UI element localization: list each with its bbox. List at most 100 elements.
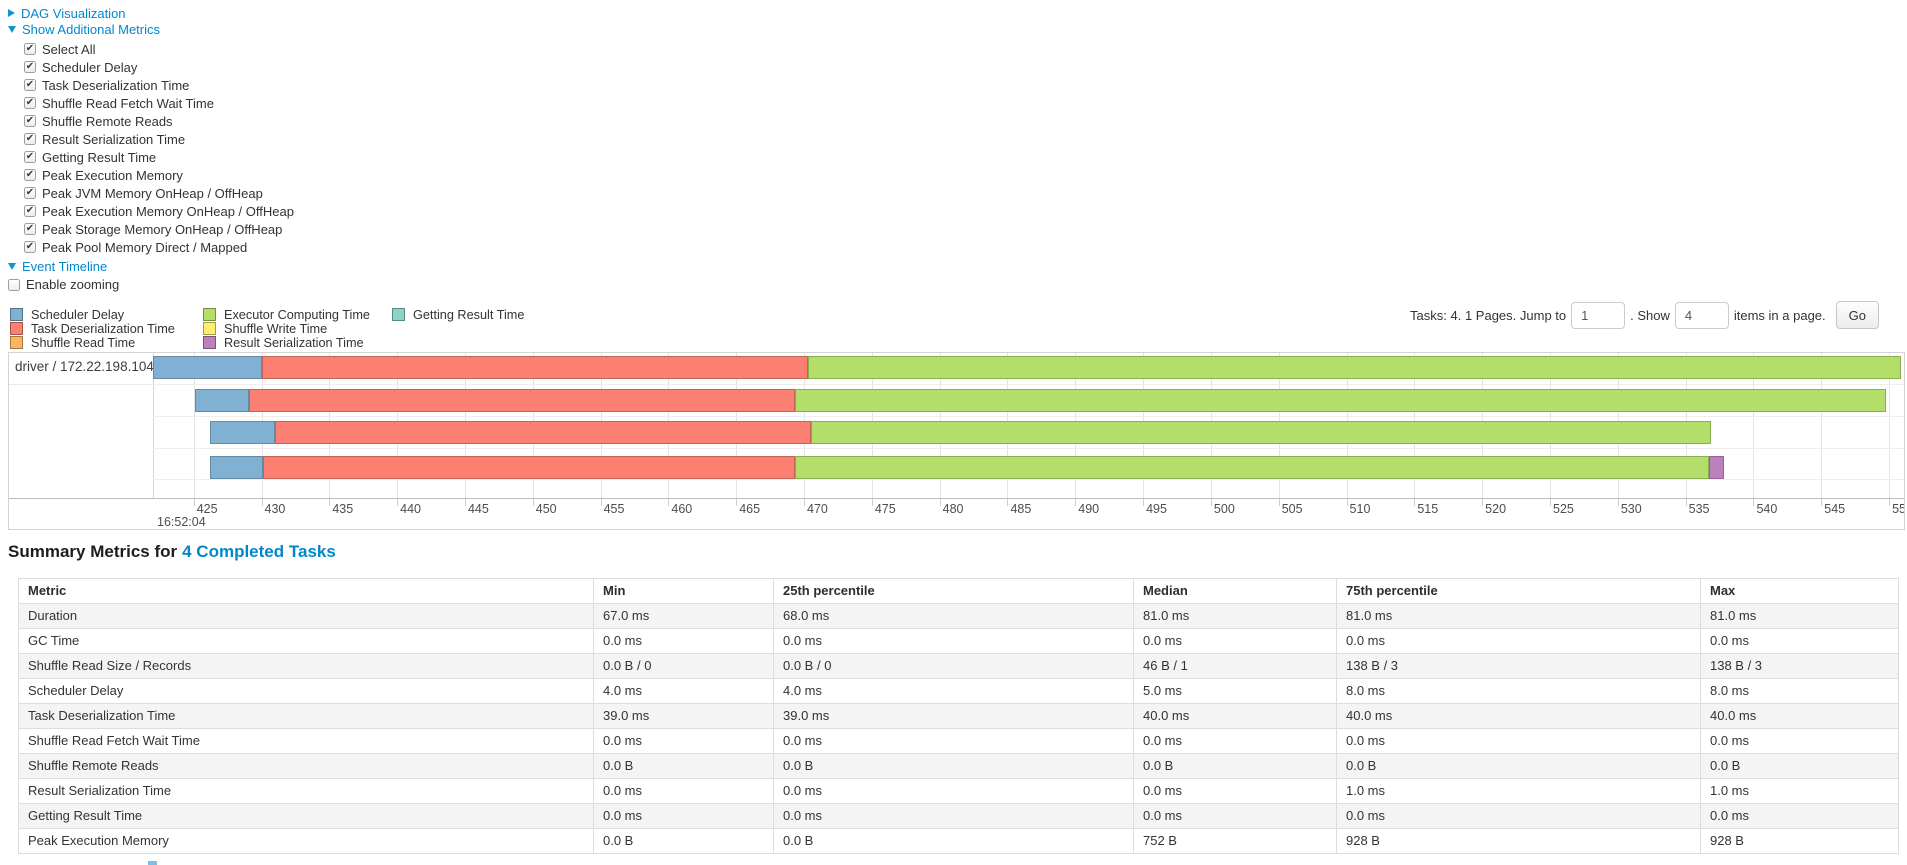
metric-value-cell: 81.0 ms <box>1133 603 1337 629</box>
timeline-bar-task-deserialization[interactable] <box>261 356 809 379</box>
legend-color-swatch <box>10 322 23 336</box>
metric-name-cell: Duration <box>18 603 594 629</box>
timeline-bar-scheduler-delay[interactable] <box>153 356 262 379</box>
dag-visualization-toggle[interactable]: DAG Visualization <box>8 5 294 21</box>
metric-value-cell: 46 B / 1 <box>1133 653 1337 679</box>
metric-checkbox[interactable]: ✔ <box>24 151 36 163</box>
legend-color-swatch <box>203 322 216 336</box>
summary-col-header: Metric <box>18 578 594 604</box>
metric-checkbox[interactable]: ✔ <box>24 187 36 199</box>
metric-checkbox[interactable]: ✔ <box>24 115 36 127</box>
metric-checkbox[interactable]: ✔ <box>24 133 36 145</box>
metric-value-cell: 0.0 B / 0 <box>773 653 1134 679</box>
metric-checkbox[interactable]: ✔ <box>24 223 36 235</box>
metric-checkbox[interactable]: ✔ <box>24 97 36 109</box>
timeline-bar-task-deserialization[interactable] <box>262 456 795 479</box>
legend-label: Getting Result Time <box>413 307 525 322</box>
show-additional-metrics-toggle[interactable]: Show Additional Metrics <box>8 21 294 37</box>
timeline-bar-task-deserialization[interactable] <box>249 389 795 412</box>
metric-value-cell: 0.0 ms <box>1133 628 1337 654</box>
legend-color-swatch <box>10 335 23 349</box>
metric-checkbox-item[interactable]: ✔ Peak Pool Memory Direct / Mapped <box>24 238 294 256</box>
legend-column: Executor Computing Time Shuffle Write Tim… <box>203 307 392 350</box>
axis-tick-label: 540 <box>1756 502 1778 516</box>
timeline-bar-task-deserialization[interactable] <box>275 421 811 444</box>
chevron-down-icon <box>8 262 16 270</box>
axis-major-label: 16:52:04 <box>157 515 206 529</box>
axis-tick-label: 535 <box>1688 502 1710 516</box>
axis-tick <box>1821 499 1823 506</box>
metric-checkbox-item[interactable]: ✔ Task Deserialization Time <box>24 76 294 94</box>
axis-tick <box>464 499 466 506</box>
enable-zooming-row[interactable]: Enable zooming <box>8 276 294 293</box>
metric-checkbox[interactable]: ✔ <box>24 61 36 73</box>
metric-checkbox-item[interactable]: ✔ Shuffle Read Fetch Wait Time <box>24 94 294 112</box>
timeline-axis: 16:52:04 425 430 435 440 445 450 455 460 465 470 4… <box>9 498 1904 531</box>
timeline-bar-result-serialization[interactable] <box>1708 456 1724 479</box>
metric-checkbox-item[interactable]: ✔ Peak Execution Memory OnHeap / OffHeap <box>24 202 294 220</box>
cutoff-link-fragment <box>148 861 157 865</box>
metric-checkbox[interactable]: ✔ <box>24 205 36 217</box>
metric-checkbox-item[interactable]: ✔ Select All <box>24 40 294 58</box>
timeline-bar-executor-computing[interactable] <box>794 456 1709 479</box>
legend-label: Shuffle Write Time <box>224 321 328 336</box>
metric-checkbox-label: Peak Execution Memory <box>42 167 183 183</box>
timeline-bar-scheduler-delay[interactable] <box>209 421 276 444</box>
metric-value-cell: 0.0 ms <box>1336 803 1701 829</box>
metric-checkbox[interactable]: ✔ <box>24 43 36 55</box>
enable-zooming-checkbox[interactable] <box>8 278 20 291</box>
jump-to-page-input[interactable] <box>1571 301 1626 329</box>
metric-value-cell: 40.0 ms <box>1700 703 1899 729</box>
metric-value-cell: 0.0 ms <box>773 628 1134 654</box>
dag-visualization-label: DAG Visualization <box>21 5 126 21</box>
summary-col-header: 75th percentile <box>1336 578 1701 604</box>
metric-value-cell: 138 B / 3 <box>1336 653 1701 679</box>
metric-checkbox-label: Peak Storage Memory OnHeap / OffHeap <box>42 221 283 237</box>
metric-checkbox-item[interactable]: ✔ Scheduler Delay <box>24 58 294 76</box>
gridline <box>1821 353 1823 498</box>
metric-checkbox-item[interactable]: ✔ Shuffle Remote Reads <box>24 112 294 130</box>
metric-checkbox[interactable]: ✔ <box>24 169 36 181</box>
axis-tick-label: 425 <box>196 502 218 516</box>
metric-value-cell: 0.0 ms <box>773 728 1134 754</box>
items-per-page-input[interactable] <box>1674 301 1729 329</box>
metric-checkbox[interactable]: ✔ <box>24 79 36 91</box>
legend-color-swatch <box>10 308 23 322</box>
summary-table-row: Scheduler Delay 4.0 ms 4.0 ms 5.0 ms 8.0 ms 8… <box>18 678 1899 704</box>
gridline <box>1753 353 1755 498</box>
metric-name-cell: Shuffle Read Size / Records <box>18 653 594 679</box>
lane-separator <box>153 416 1904 417</box>
metric-value-cell: 40.0 ms <box>1336 703 1701 729</box>
axis-tick-label: 530 <box>1620 502 1642 516</box>
completed-tasks-link[interactable]: 4 Completed Tasks <box>182 542 336 561</box>
event-timeline-toggle[interactable]: Event Timeline <box>8 258 294 274</box>
timeline-bar-executor-computing[interactable] <box>794 389 1887 412</box>
go-button[interactable]: Go <box>1835 301 1879 329</box>
metric-value-cell: 8.0 ms <box>1700 678 1899 704</box>
metric-checkbox-item[interactable]: ✔ Peak Storage Memory OnHeap / OffHeap <box>24 220 294 238</box>
axis-tick <box>1482 499 1484 506</box>
legend-column: Scheduler Delay Task Deserialization Time… <box>10 308 203 350</box>
metric-checkbox-item[interactable]: ✔ Peak Execution Memory <box>24 166 294 184</box>
axis-tick <box>532 499 534 506</box>
metric-value-cell: 67.0 ms <box>593 603 774 629</box>
timeline-bar-scheduler-delay[interactable] <box>195 389 250 412</box>
axis-tick <box>193 499 195 506</box>
axis-tick-label: 470 <box>807 502 828 516</box>
metric-checkbox-item[interactable]: ✔ Result Serialization Time <box>24 130 294 148</box>
axis-tick-label: 445 <box>467 502 489 516</box>
metric-value-cell: 0.0 ms <box>1700 803 1899 829</box>
axis-tick <box>397 499 399 506</box>
metric-checkbox-item[interactable]: ✔ Getting Result Time <box>24 148 294 166</box>
timeline-bar-executor-computing[interactable] <box>808 356 1902 379</box>
metric-checkbox-label: Peak Execution Memory OnHeap / OffHeap <box>42 203 294 219</box>
metric-checkbox-item[interactable]: ✔ Peak JVM Memory OnHeap / OffHeap <box>24 184 294 202</box>
metric-value-cell: 0.0 B <box>593 753 774 779</box>
metric-checkbox[interactable]: ✔ <box>24 241 36 253</box>
timeline-bar-executor-computing[interactable] <box>810 421 1712 444</box>
show-additional-metrics-label: Show Additional Metrics <box>22 21 161 37</box>
legend-label: Executor Computing Time <box>224 307 370 322</box>
metric-value-cell: 0.0 ms <box>1336 628 1701 654</box>
metric-value-cell: 1.0 ms <box>1700 778 1899 804</box>
timeline-bar-scheduler-delay[interactable] <box>209 456 263 479</box>
